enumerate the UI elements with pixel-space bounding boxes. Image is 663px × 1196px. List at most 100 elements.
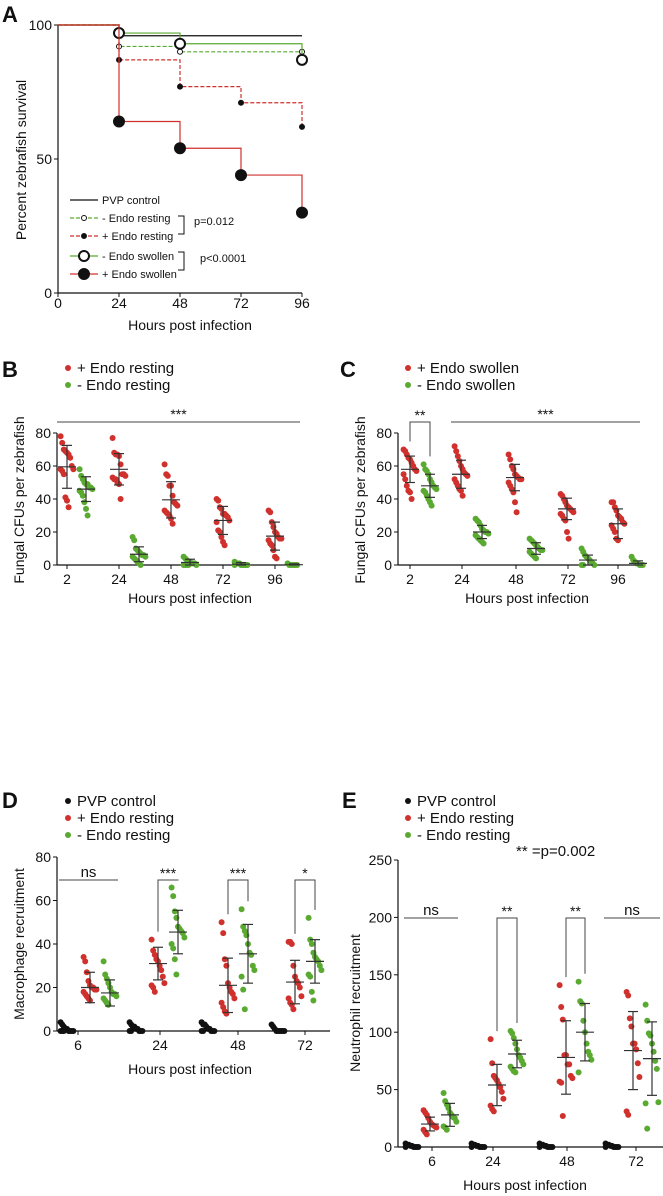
panel-d-data-point xyxy=(82,958,89,965)
panel-e-significance-label: ** xyxy=(570,903,581,919)
panel-d-data-point xyxy=(308,988,315,995)
panel-b-data-point xyxy=(131,537,138,544)
panel-e-data-point xyxy=(615,1144,622,1150)
panel-b-x-tick-label: 72 xyxy=(215,571,231,587)
panel-c-data-point xyxy=(533,555,539,562)
panel-c-y-tick-label: 20 xyxy=(376,524,392,540)
panel-b-data-point xyxy=(268,542,275,549)
panel-c-data-point xyxy=(407,489,413,496)
panel-e-x-tick-label: 72 xyxy=(628,1153,644,1169)
panel-c-data-point xyxy=(505,451,512,458)
panel-e-significance-bracket xyxy=(565,917,586,978)
panel-b-legend-label: + Endo resting xyxy=(77,360,174,377)
panel-e-data-point xyxy=(559,1113,566,1120)
panel-b-data-point xyxy=(84,512,91,519)
panel-b-x-tick-label: 48 xyxy=(163,571,179,587)
panel-b-legend-dot xyxy=(65,365,71,371)
panel-d-legend-label: + Endo resting xyxy=(77,810,174,827)
panel-e-x-tick-label: 6 xyxy=(428,1153,436,1169)
panel-b-data-point xyxy=(169,520,176,527)
panel-e-data-point xyxy=(402,1144,409,1150)
bracket-swollen xyxy=(178,251,185,271)
panel-d-legend-label: - Endo resting xyxy=(77,827,170,844)
panel-c-data-point xyxy=(403,482,410,489)
panel-b-data-point xyxy=(59,439,66,446)
panel-b-x-tick-label: 24 xyxy=(111,571,127,587)
panel-b-data-point xyxy=(221,542,228,549)
panel-b-data-point xyxy=(267,509,274,516)
panel-c-data-point xyxy=(451,443,458,450)
panel-d-x-tick-label: 48 xyxy=(230,1037,246,1053)
panel-b-data-point xyxy=(79,492,86,499)
panel-e-data-point xyxy=(634,1060,641,1067)
panel-c-y-tick-label: 0 xyxy=(384,557,392,573)
panel-e-note: ** =p=0.002 xyxy=(516,843,595,860)
panel-c-data-point xyxy=(565,535,572,542)
panel-d-data-point xyxy=(318,967,325,974)
panel-d-data-point xyxy=(151,988,158,995)
panel-b-y-tick-label: 40 xyxy=(35,491,51,507)
panel-c-data-point xyxy=(610,499,617,506)
panel-d-data-point xyxy=(139,1028,146,1034)
panel-c-data-point xyxy=(433,486,440,493)
panel-e-data-point xyxy=(453,1118,460,1125)
panel-label-a: A xyxy=(2,2,18,27)
legend-label: - Endo resting xyxy=(102,213,170,225)
panel-c-legend-label: - Endo swollen xyxy=(417,377,515,394)
panel-a-xlabel: Hours post infection xyxy=(128,317,252,333)
panel-e-data-point xyxy=(558,1079,565,1086)
panel-d-data-point xyxy=(158,967,165,974)
panel-d-data-point xyxy=(128,1028,135,1034)
panel-a-y-tick-label: 100 xyxy=(29,17,53,33)
panel-e-data-point xyxy=(575,1069,582,1076)
panel-label-c: C xyxy=(340,357,356,382)
panel-c-legend-label: + Endo swollen xyxy=(417,360,519,377)
panel-c-x-tick-label: 72 xyxy=(560,571,576,587)
panel-e-data-point xyxy=(489,1060,496,1067)
panel-b-data-point xyxy=(278,535,285,542)
panel-b-data-point xyxy=(137,562,144,568)
survival-marker xyxy=(174,142,186,155)
panel-e-data-point xyxy=(642,1100,649,1107)
panel-c-y-tick-label: 60 xyxy=(376,458,392,474)
panel-c-y-tick-label: 40 xyxy=(376,491,392,507)
panel-e-data-point xyxy=(549,1144,556,1150)
panel-b-y-tick-label: 0 xyxy=(43,557,51,573)
panel-d-data-point xyxy=(308,941,315,947)
legend-label: PVP control xyxy=(102,195,160,207)
panel-e-legend-label: PVP control xyxy=(417,793,496,810)
panel-b-data-point xyxy=(161,461,168,468)
panel-b-x-tick-label: 2 xyxy=(63,571,71,587)
panel-e-data-point xyxy=(642,1001,649,1008)
legend-marker xyxy=(78,250,90,262)
panel-e-data-point xyxy=(558,1003,565,1010)
panel-d-significance-bracket xyxy=(294,879,316,934)
panel-b-data-point xyxy=(64,497,70,504)
panel-d-significance-bracket xyxy=(157,879,179,932)
panel-d-data-point xyxy=(170,893,177,900)
survival-marker xyxy=(238,99,244,106)
panel-c-data-point xyxy=(513,509,520,516)
panel-d-data-point xyxy=(200,1028,207,1034)
panel-b-data-point xyxy=(164,472,171,479)
panel-c-data-point xyxy=(564,529,570,535)
panel-e-data-point xyxy=(575,978,582,985)
panel-e-data-point xyxy=(602,1144,609,1150)
panel-e-significance-label: ns xyxy=(423,902,439,919)
panel-label-e: E xyxy=(342,788,357,813)
panel-d-y-tick-label: 80 xyxy=(35,849,51,865)
panel-e-data-point xyxy=(566,1061,573,1068)
panel-d-data-point xyxy=(288,941,295,947)
panel-e-y-tick-label: 200 xyxy=(369,909,393,925)
panel-c-data-point xyxy=(459,492,466,499)
panel-a-pvalue-swollen: p<0.0001 xyxy=(200,253,246,265)
panel-c-data-point xyxy=(453,448,460,455)
panel-c-x-tick-label: 24 xyxy=(454,571,470,587)
panel-b-legend-dot xyxy=(65,382,71,388)
panel-d-data-point xyxy=(171,908,178,915)
panel-e-data-point xyxy=(653,1065,660,1072)
panel-e-data-point xyxy=(588,1056,595,1063)
survival-marker xyxy=(296,53,308,66)
panel-c-xlabel: Hours post infection xyxy=(465,590,589,606)
panel-a-x-tick-label: 24 xyxy=(111,295,127,311)
